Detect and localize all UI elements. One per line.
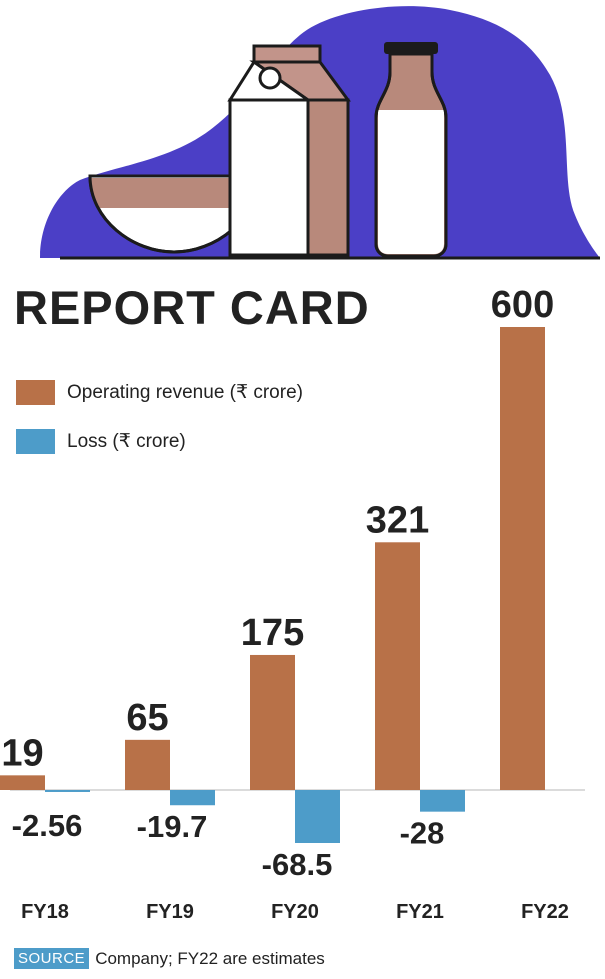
loss-bar	[295, 790, 340, 843]
milk-bottle-icon	[374, 42, 448, 258]
source-text: Company; FY22 are estimates	[95, 948, 325, 968]
category-label: FY22	[521, 901, 569, 923]
legend-label-loss: Loss (₹ crore)	[67, 431, 186, 452]
revenue-value-label: 321	[366, 499, 429, 541]
revenue-value-label: 600	[491, 284, 554, 326]
source-note: SOURCE Company; FY22 are estimates	[14, 948, 325, 969]
revenue-bar	[0, 775, 45, 790]
loss-swatch	[16, 429, 55, 454]
loss-value-label: -68.5	[262, 847, 333, 882]
legend-item-loss: Loss (₹ crore)	[16, 429, 186, 454]
source-badge: SOURCE	[14, 948, 90, 969]
category-label: FY21	[396, 901, 444, 923]
milk-carton-icon	[227, 44, 351, 257]
revenue-value-label: 65	[126, 697, 168, 739]
loss-value-label: -2.56	[12, 808, 83, 843]
category-label: FY20	[271, 901, 319, 923]
loss-value-label: -28	[400, 816, 445, 851]
revenue-bar	[125, 739, 170, 790]
loss-bar	[45, 790, 90, 792]
dairy-illustration	[40, 6, 600, 260]
revenue-bar	[375, 542, 420, 790]
revenue-bar	[500, 327, 545, 790]
revenue-value-label: 19	[1, 732, 43, 774]
revenue-swatch	[16, 380, 55, 405]
category-label: FY19	[146, 901, 194, 923]
loss-bar	[170, 790, 215, 806]
revenue-bar	[250, 654, 295, 790]
bowl-icon	[88, 174, 260, 254]
revenue-value-label: 175	[241, 612, 304, 654]
loss-bar	[420, 790, 465, 812]
legend-item-revenue: Operating revenue (₹ crore)	[16, 380, 303, 405]
category-label: FY18	[21, 901, 69, 923]
loss-value-label: -19.7	[137, 809, 208, 844]
chart-title: REPORT CARD	[14, 281, 370, 334]
legend-label-revenue: Operating revenue (₹ crore)	[67, 382, 303, 403]
